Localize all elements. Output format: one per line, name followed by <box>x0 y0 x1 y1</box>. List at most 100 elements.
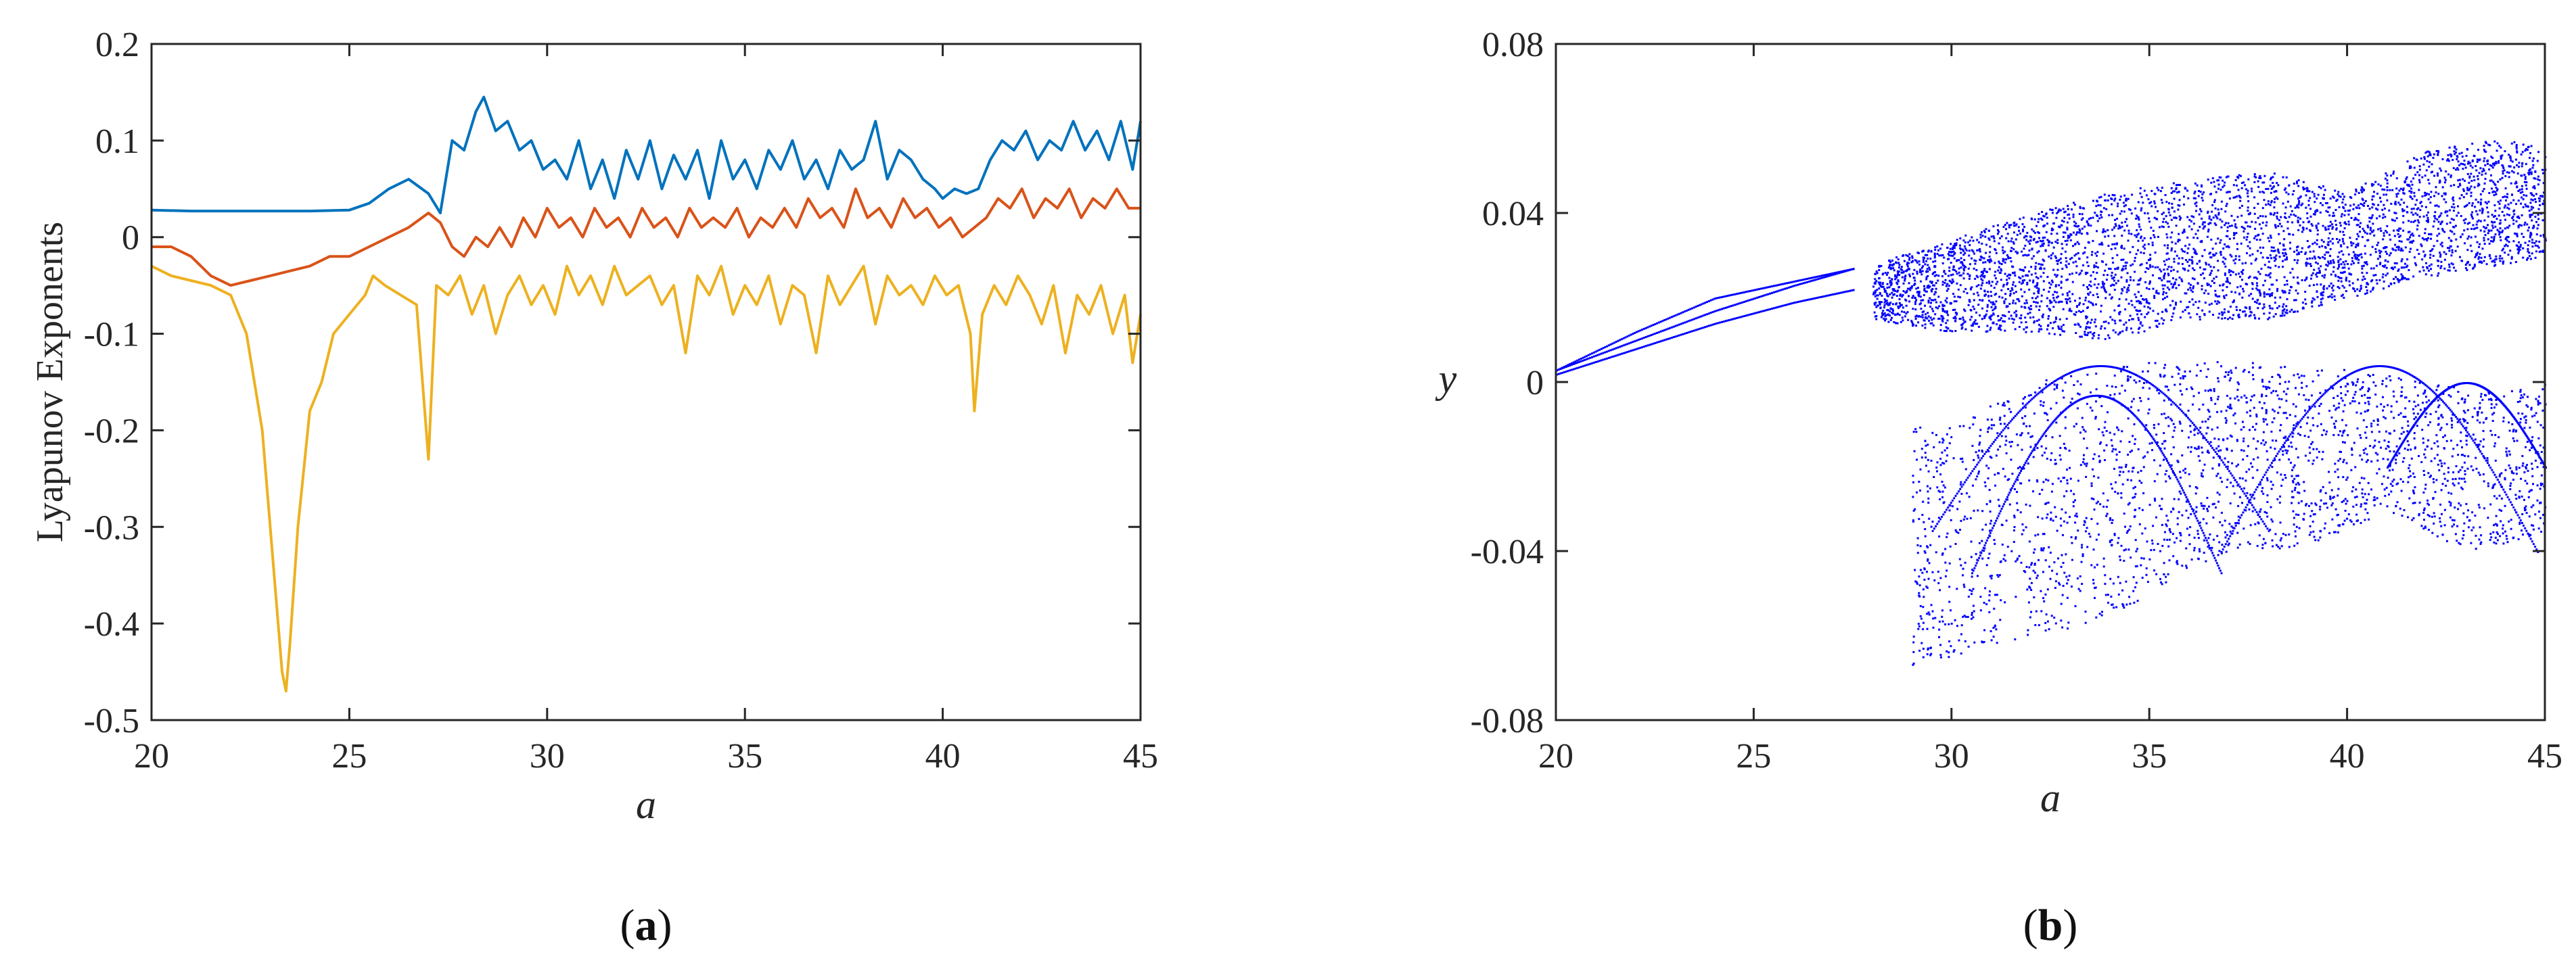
bifurcation-band-point <box>1879 281 1882 284</box>
bifurcation-band-point <box>2186 189 2189 192</box>
bifurcation-band-point <box>2087 292 2090 295</box>
bifurcation-band-point <box>2485 142 2487 145</box>
bifurcation-branch-point <box>1845 290 1847 293</box>
bifurcation-band-point <box>2499 222 2502 224</box>
bifurcation-band-point <box>2071 208 2073 211</box>
bifurcation-band-point <box>2013 541 2015 543</box>
bifurcation-band-point <box>1941 283 1944 286</box>
bifurcation-band-point <box>2479 201 2482 204</box>
bifurcation-band-point <box>2269 266 2272 269</box>
bifurcation-band-point <box>2040 275 2042 278</box>
bifurcation-band-point <box>2357 219 2360 222</box>
bifurcation-band-point <box>2339 224 2342 227</box>
bifurcation-branch-point <box>1617 354 1619 356</box>
bifurcation-band-point <box>2061 275 2063 278</box>
bifurcation-band-point <box>2539 250 2542 253</box>
bifurcation-branch-point <box>1721 295 1723 298</box>
bifurcation-branch-point <box>1819 296 1822 298</box>
bifurcation-band-point <box>2223 311 2226 314</box>
bifurcation-branch-point <box>1741 315 1744 318</box>
bifurcation-band-point <box>2267 237 2270 239</box>
bifurcation-band-point <box>1898 307 1900 310</box>
bifurcation-band-point <box>2092 304 2094 306</box>
bifurcation-band-point <box>1916 272 1918 275</box>
bifurcation-band-point <box>2119 227 2121 229</box>
bifurcation-band-point <box>2142 387 2144 389</box>
bifurcation-band-point <box>2418 189 2420 191</box>
bifurcation-band-point <box>2510 258 2513 260</box>
bifurcation-band-point <box>2121 269 2123 272</box>
bifurcation-band-point <box>2498 257 2501 260</box>
bifurcation-band-point <box>2418 270 2421 273</box>
bifurcation-branch-point <box>1776 284 1779 287</box>
bifurcation-band-point <box>2391 189 2394 191</box>
bifurcation-band-point <box>1914 318 1917 320</box>
bifurcation-band-point <box>2428 182 2431 185</box>
bifurcation-band-point <box>2317 256 2320 258</box>
bifurcation-band-point <box>1889 310 1891 312</box>
bifurcation-band-point <box>2376 244 2378 246</box>
bifurcation-band-point <box>2484 141 2487 143</box>
bifurcation-band-point <box>2061 508 2063 510</box>
bifurcation-band-point <box>2326 287 2328 290</box>
bifurcation-band-point <box>2008 302 2011 305</box>
bifurcation-band-point <box>2350 216 2353 219</box>
bifurcation-band-point <box>2041 211 2044 213</box>
bifurcation-band-point <box>2071 256 2073 259</box>
bifurcation-band-point <box>2295 214 2297 217</box>
bifurcation-band-point <box>1960 274 1962 277</box>
bifurcation-band-point <box>2510 142 2513 145</box>
bifurcation-band-point <box>2267 293 2270 295</box>
bifurcation-band-point <box>1883 301 1886 304</box>
bifurcation-band-point <box>1952 266 1955 268</box>
bifurcation-band-point <box>2297 185 2300 187</box>
bifurcation-band-point <box>2524 178 2527 181</box>
bifurcation-band-point <box>2254 221 2257 224</box>
bifurcation-branch-point <box>1772 291 1775 293</box>
bifurcation-band-point <box>2426 214 2428 216</box>
bifurcation-band-point <box>2325 210 2328 212</box>
bifurcation-band-point <box>2002 249 2004 252</box>
bifurcation-band-point <box>1945 330 1948 332</box>
bifurcation-band-point <box>2351 260 2354 262</box>
bifurcation-branch-point <box>1591 352 1594 355</box>
bifurcation-band-point <box>2416 228 2418 231</box>
bifurcation-band-point <box>2479 158 2481 161</box>
bifurcation-band-point <box>2416 224 2419 227</box>
bifurcation-band-point <box>2341 272 2344 274</box>
bifurcation-band-point <box>2466 148 2469 151</box>
bifurcation-band-point <box>2373 191 2375 193</box>
bifurcation-band-point <box>1956 259 1958 262</box>
bifurcation-band-point <box>2030 308 2033 310</box>
bifurcation-band-point <box>2036 287 2038 289</box>
bifurcation-band-point <box>2350 244 2353 247</box>
bifurcation-band-point <box>1971 325 1974 327</box>
bifurcation-band-point <box>2504 204 2507 207</box>
bifurcation-band-point <box>1874 291 1877 293</box>
bifurcation-band-point <box>2510 470 2513 473</box>
bifurcation-band-point <box>1987 229 1990 232</box>
bifurcation-band-point <box>2364 231 2366 234</box>
bifurcation-band-point <box>1988 256 1991 258</box>
bifurcation-band-point <box>2030 266 2033 268</box>
bifurcation-band-point <box>2538 251 2541 254</box>
bifurcation-band-point <box>2166 252 2169 255</box>
bifurcation-band-point <box>2435 149 2438 152</box>
bifurcation-band-point <box>2329 247 2332 250</box>
bifurcation-band-point <box>2524 241 2527 244</box>
bifurcation-band-point <box>2261 256 2264 259</box>
bifurcation-band-point <box>2305 194 2307 197</box>
bifurcation-band-point <box>2230 214 2233 217</box>
bifurcation-band-point <box>2216 295 2219 298</box>
bifurcation-band-point <box>2375 279 2378 281</box>
bifurcation-band-point <box>1979 233 1982 236</box>
bifurcation-band-point <box>1927 301 1930 304</box>
bifurcation-band-point <box>2068 290 2071 293</box>
bifurcation-band-point <box>1892 289 1895 292</box>
bifurcation-band-point <box>2498 162 2500 164</box>
bifurcation-band-point <box>2221 481 2224 483</box>
bifurcation-band-point <box>2058 208 2061 211</box>
bifurcation-band-point <box>2029 279 2031 282</box>
bifurcation-band-point <box>2304 253 2307 256</box>
bifurcation-band-point <box>2038 262 2040 265</box>
